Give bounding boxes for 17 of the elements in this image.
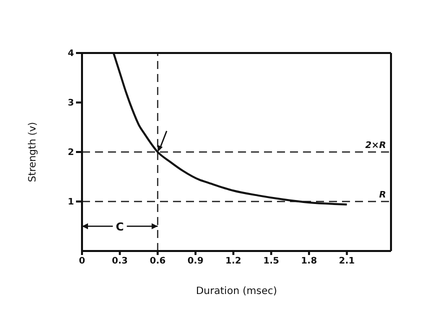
y-tick-label: 4 [68,49,74,60]
x-tick-label: 0 [78,256,86,266]
y-axis-title: Strength (v) [28,122,39,182]
y-tick-label: 1 [68,198,74,208]
x-tick-label: 1.8 [301,256,317,266]
x-tick-label: 1.5 [263,256,280,266]
ref-line-label: R [379,190,386,201]
x-tick-label: 0.6 [150,256,166,266]
x-tick-label: 2.1 [338,256,355,266]
x-tick-label: 0.3 [112,256,128,266]
ref-line-label: 2×R [365,141,386,152]
y-tick-label: 3 [68,98,74,109]
x-tick-label: 1.2 [225,256,242,266]
x-axis-title: Duration (msec) [196,286,278,297]
x-tick-label: 0.9 [188,256,204,266]
annotation: C [116,220,124,234]
y-tick-label: 2 [68,148,74,158]
